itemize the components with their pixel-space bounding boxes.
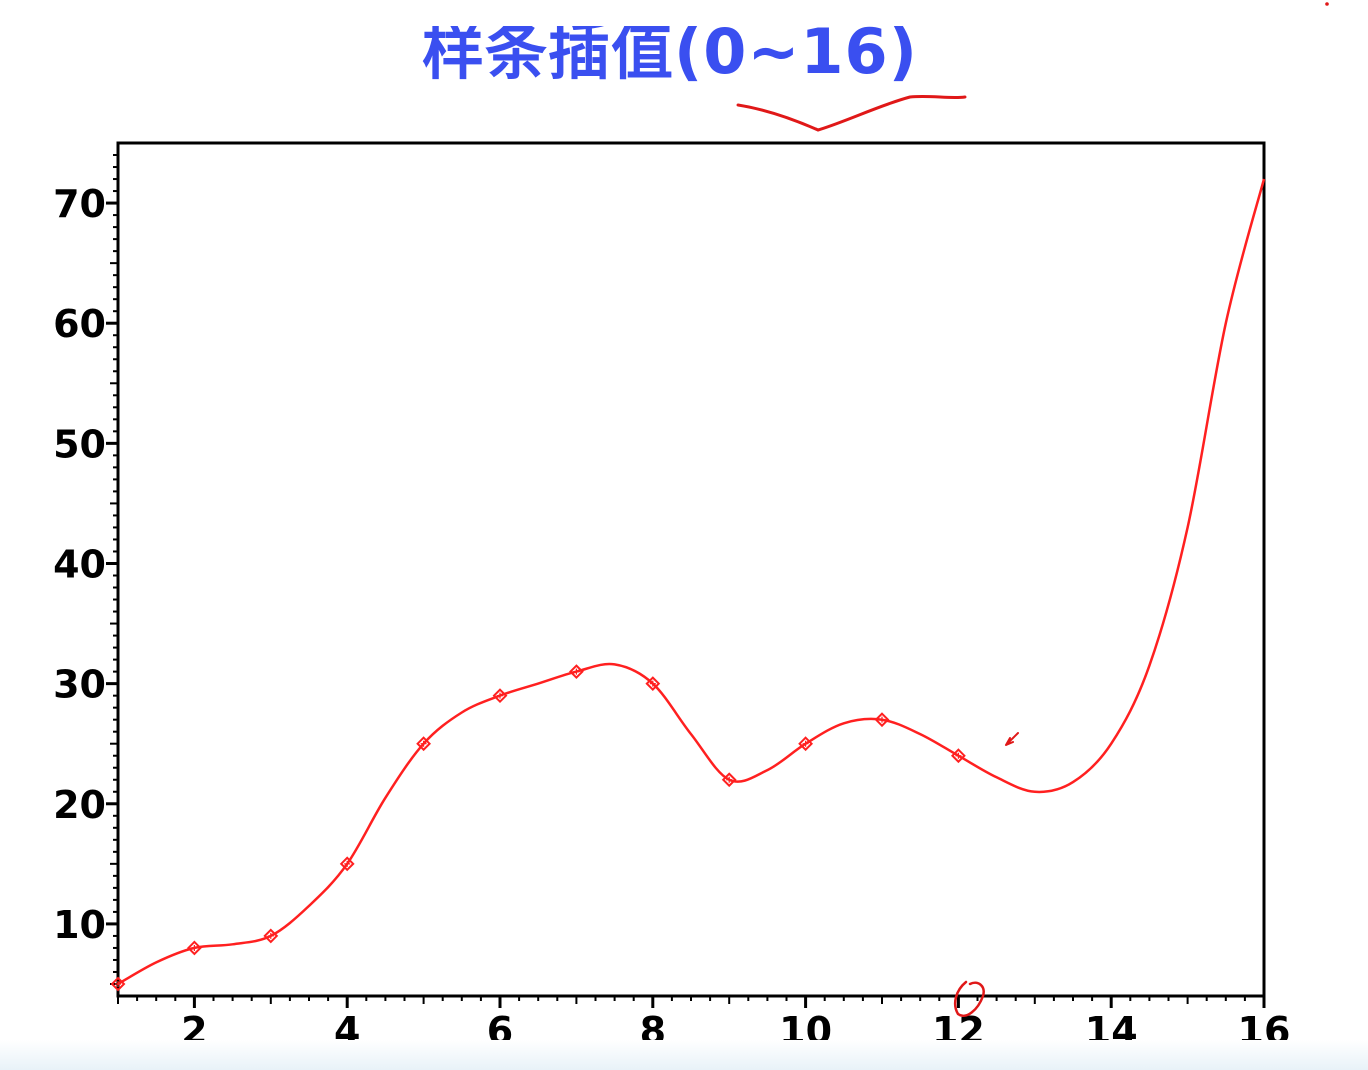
- data-point-marker-cross: [420, 740, 427, 747]
- y-axis-ticks: 10 20 30 40 50 60 70: [53, 154, 118, 985]
- data-point-marker: [110, 976, 126, 992]
- data-point-marker-cross: [267, 932, 274, 939]
- data-point-marker-cross: [497, 692, 503, 699]
- data-point-marker-cross: [115, 980, 121, 987]
- data-point-marker: [568, 664, 584, 680]
- data-point-marker-cross: [344, 860, 351, 867]
- data-point-marker: [263, 928, 279, 944]
- y-tick-label: 30: [53, 663, 106, 707]
- chart-title: 样条插值(0~16): [421, 15, 919, 88]
- data-point-marker-cross: [573, 668, 580, 675]
- y-tick-label: 70: [53, 182, 106, 226]
- data-point-marker: [186, 940, 202, 956]
- data-point-marker: [798, 736, 814, 752]
- data-point-marker-cross: [802, 740, 809, 747]
- y-tick-label: 50: [53, 422, 106, 466]
- handwritten-annotations: [736, 2, 1329, 1017]
- annotation-dot-mark: [1325, 2, 1329, 6]
- plot-frame-layer: [116, 141, 1266, 998]
- y-tick-label: 40: [53, 542, 106, 586]
- data-point-marker-cross: [955, 752, 962, 759]
- data-point-marker: [645, 676, 661, 692]
- spline-curve: [117, 178, 1266, 986]
- plot-frame: [116, 141, 1266, 998]
- data-point-marker: [950, 748, 966, 764]
- annotation-arrow-mark: [1005, 732, 1019, 746]
- y-tick-label: 20: [53, 783, 106, 827]
- data-point-marker: [339, 856, 355, 872]
- footer-band: [0, 1040, 1368, 1070]
- data-point-marker-cross: [191, 944, 198, 951]
- data-point-marker: [416, 736, 432, 752]
- data-point-marker: [874, 712, 890, 728]
- data-point-marker-cross: [726, 776, 733, 783]
- data-point-marker: [721, 772, 737, 788]
- annotation-circle-mark: [954, 980, 985, 1017]
- marker-layer: [110, 664, 966, 992]
- curve-layer: [117, 178, 1266, 986]
- data-point-marker: [492, 688, 508, 704]
- data-point-marker-cross: [879, 716, 885, 723]
- data-point-marker-cross: [649, 680, 656, 687]
- y-tick-label: 60: [53, 302, 106, 346]
- annotation-underline-mark: [736, 94, 967, 132]
- y-tick-label: 10: [53, 903, 106, 947]
